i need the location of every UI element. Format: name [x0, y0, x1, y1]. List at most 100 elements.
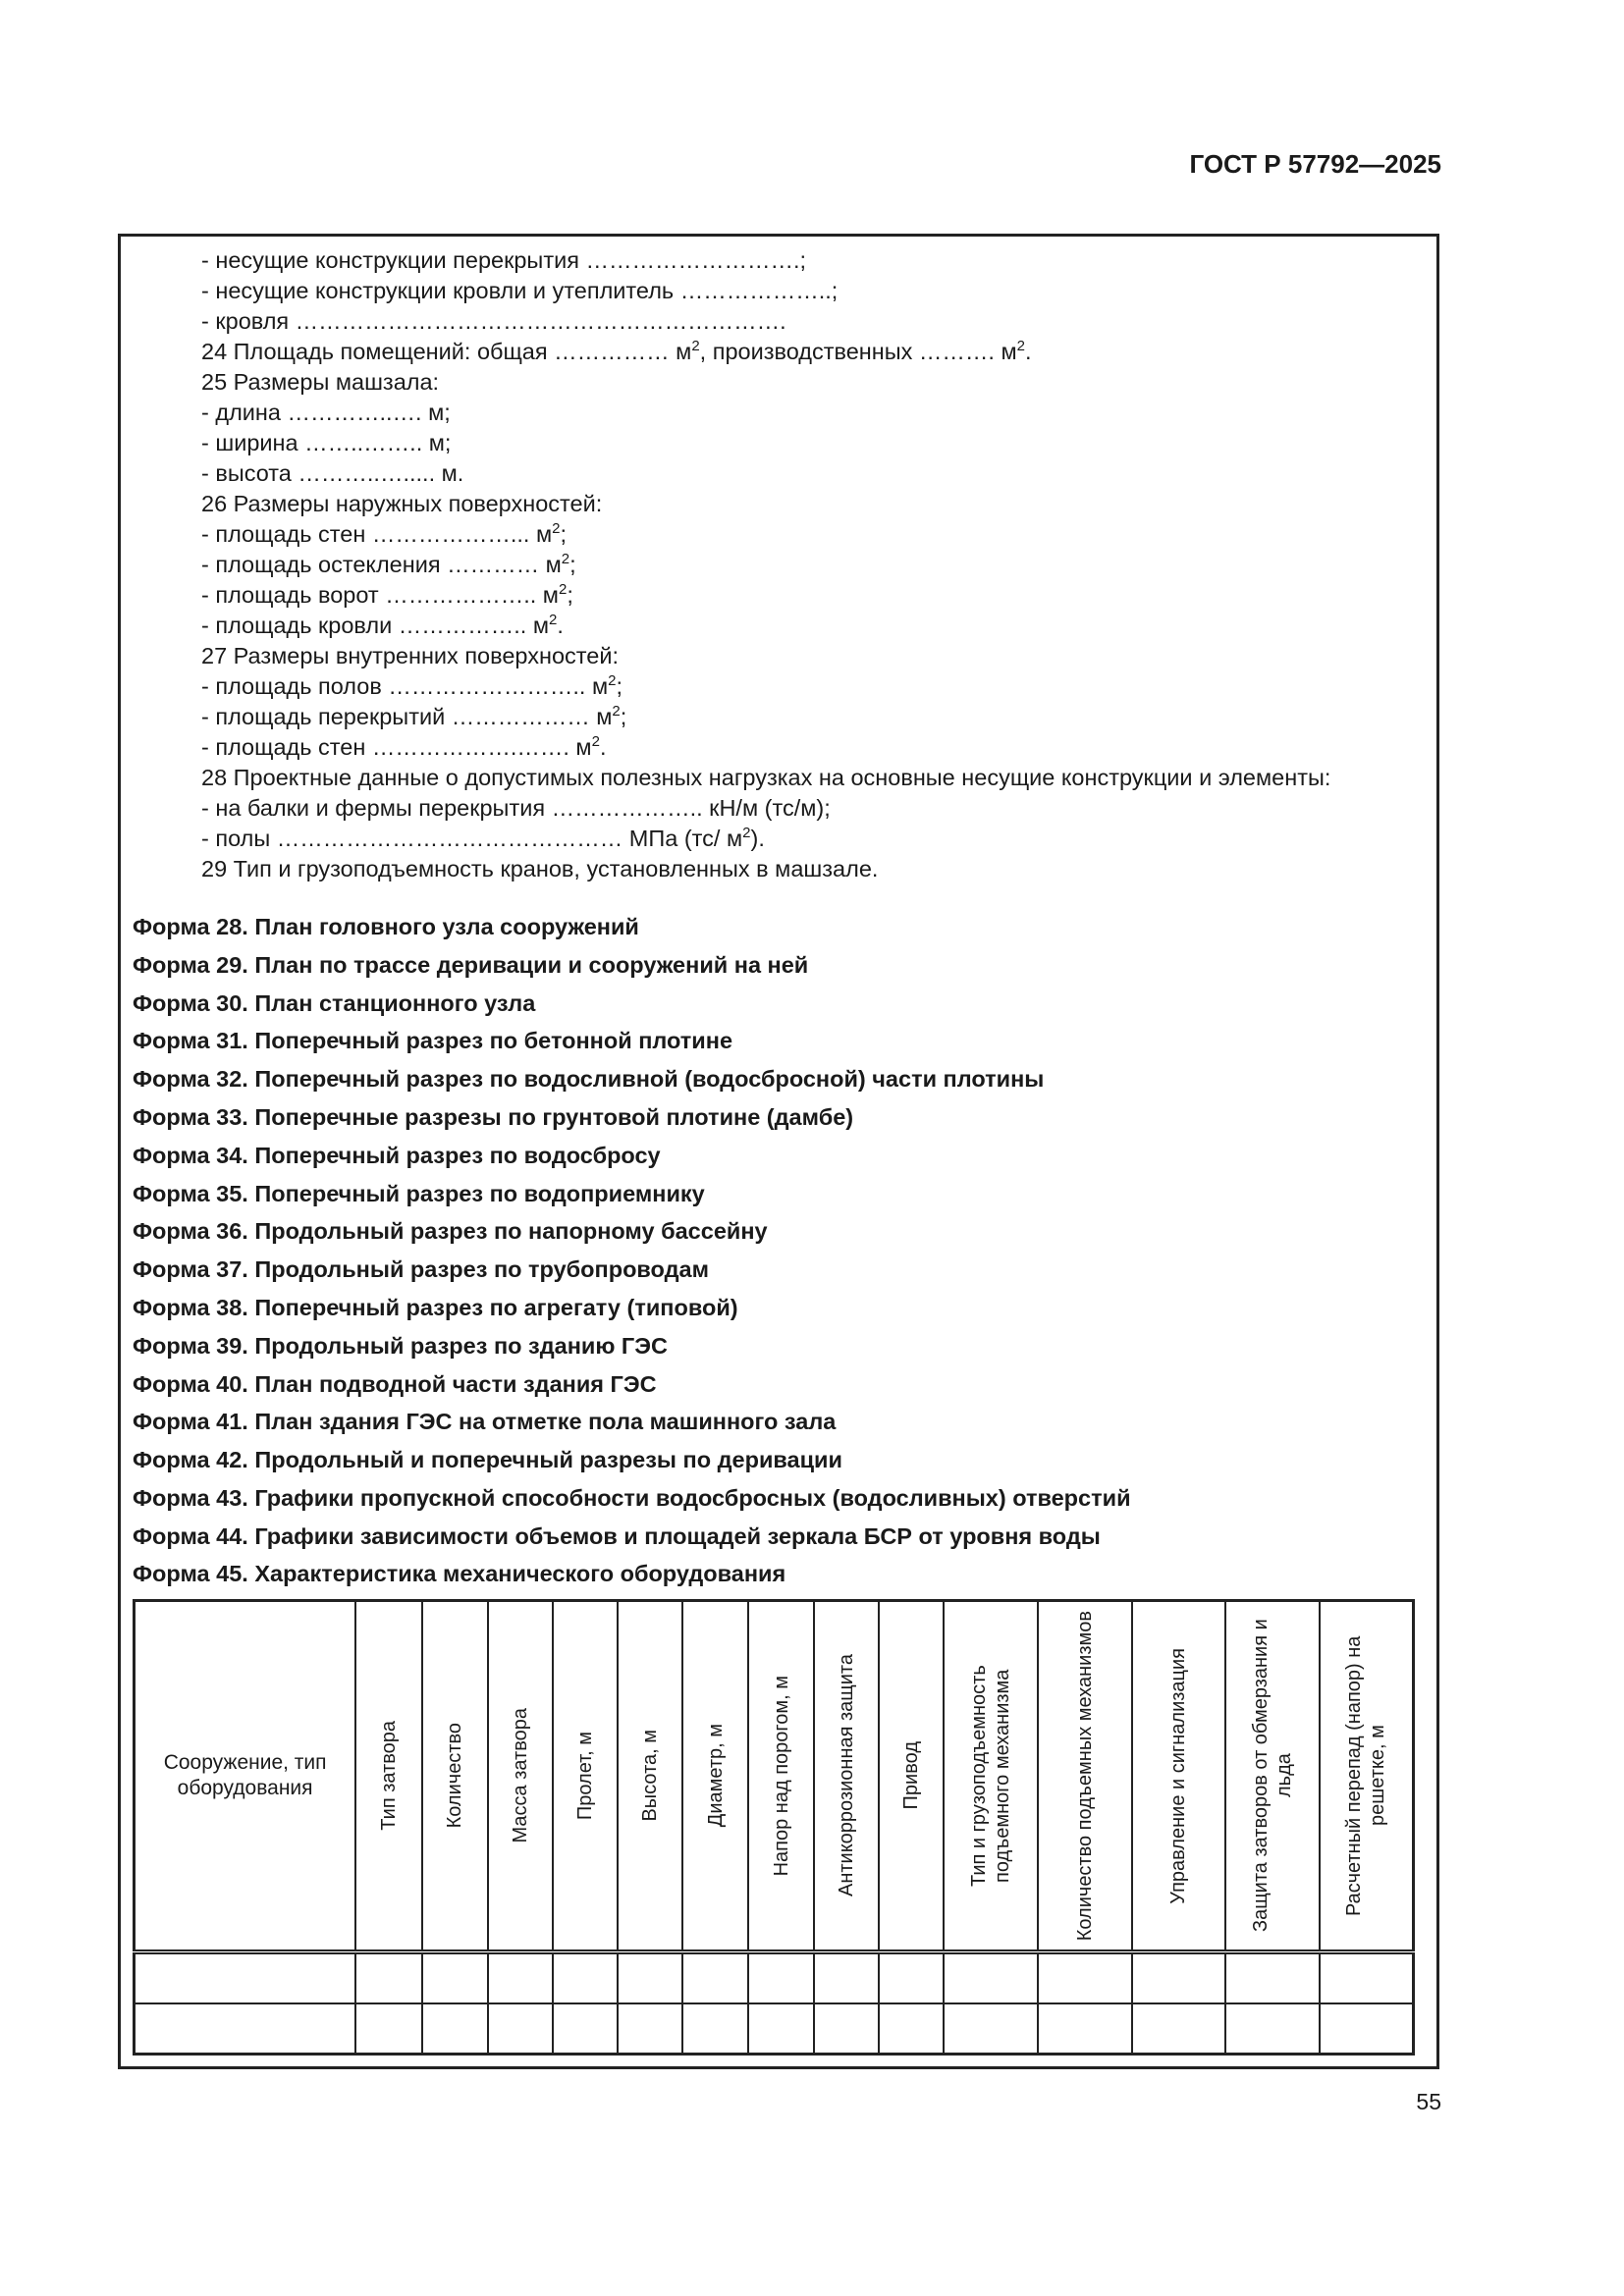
- text-line: 29 Тип и грузоподъемность кранов, устано…: [201, 854, 1330, 884]
- form-heading: Форма 31. Поперечный разрез по бетонной …: [133, 1028, 733, 1054]
- superscript: 2: [561, 551, 570, 568]
- column-header-label: Диаметр, м: [704, 1724, 727, 1828]
- superscript: 2: [742, 825, 751, 842]
- table-cell: [1223, 2002, 1321, 2056]
- text-line: - длина …………..…. м;: [201, 398, 1330, 428]
- table-cell: [354, 2002, 424, 2056]
- table-cell: [354, 1949, 424, 2004]
- column-header: Антикоррозионная защита: [812, 1599, 880, 1953]
- column-header: Масса затвора: [486, 1599, 554, 1953]
- form-heading: Форма 30. План станционного узла: [133, 989, 536, 1016]
- text: ;: [569, 552, 576, 577]
- table-cell: [551, 2002, 620, 2056]
- superscript: 2: [1016, 338, 1025, 355]
- text: 26 Размеры наружных поверхностей:: [201, 491, 603, 516]
- form-heading: Форма 32. Поперечный разрез по водосливн…: [133, 1066, 1045, 1093]
- text: - площадь ворот ……………….. м: [201, 582, 559, 608]
- text: , производственных ………. м: [699, 339, 1017, 364]
- text: - площадь остекления ………… м: [201, 552, 562, 577]
- table-cell: [133, 2002, 357, 2056]
- text: - несущие конструкции кровли и утеплител…: [201, 278, 839, 303]
- column-header: Тип затвора: [354, 1599, 424, 1953]
- form-heading: Форма 39. Продольный разрез по зданию ГЭ…: [133, 1332, 668, 1359]
- text: - площадь полов …………………….. м: [201, 673, 609, 699]
- table-row: [133, 1949, 1415, 2004]
- text: .: [599, 734, 607, 760]
- table-cell: [877, 1949, 946, 2004]
- text: ).: [750, 826, 765, 851]
- text-line: 24 Площадь помещений: общая …………… м2, пр…: [201, 337, 1330, 367]
- column-header-label: Масса затвора: [509, 1708, 531, 1843]
- mechanical-equipment-table: Сооружение, тип оборудования Тип затвора…: [133, 1599, 1415, 2056]
- table-cell: [1130, 1949, 1226, 2004]
- text-line: - площадь стен ………………... м2;: [201, 519, 1330, 550]
- document-code: ГОСТ Р 57792—2025: [1189, 149, 1441, 179]
- form-heading: Форма 41. План здания ГЭС на отметке пол…: [133, 1409, 837, 1435]
- form-heading: Форма 33. Поперечные разрезы по грунтово…: [133, 1103, 854, 1130]
- text-line: - кровля ……………………………………………………….: [201, 306, 1330, 337]
- text-line: - площадь стен ……………….……. м2.: [201, 732, 1330, 763]
- text-line: - полы ……………………………………… МПа (тс/ м2).: [201, 824, 1330, 854]
- table-cell: [681, 2002, 750, 2056]
- text: - площадь кровли …………….. м: [201, 613, 549, 638]
- column-header: Высота, м: [617, 1599, 684, 1953]
- table-cell: [812, 1949, 880, 2004]
- text: ;: [620, 704, 627, 729]
- text-line: 27 Размеры внутренних поверхностей:: [201, 641, 1330, 671]
- column-header: Напор над порогом, м: [747, 1599, 815, 1953]
- superscript: 2: [691, 338, 700, 355]
- column-header: Тип и грузоподъемность подъемного механи…: [943, 1599, 1040, 1953]
- column-header-label: Количество подъемных механизмов: [1074, 1610, 1096, 1942]
- form-heading: Форма 42. Продольный и поперечный разрез…: [133, 1447, 842, 1473]
- text-line: - площадь ворот ……………….. м2;: [201, 580, 1330, 611]
- text: - полы ……………………………………… МПа (тс/ м: [201, 826, 743, 851]
- form-heading: Форма 44. Графики зависимости объемов и …: [133, 1522, 1101, 1549]
- column-header-label: Защита затворов от обмерзания и льда: [1249, 1619, 1295, 1933]
- table-cell: [421, 2002, 489, 2056]
- table-cell: [812, 2002, 880, 2056]
- text: - площадь перекрытий ……………… м: [201, 704, 613, 729]
- text: - несущие конструкции перекрытия ……………………: [201, 247, 807, 273]
- text: - площадь стен ……………….……. м: [201, 734, 592, 760]
- column-header-label: Количество: [444, 1723, 466, 1829]
- column-header-label: Привод: [899, 1741, 922, 1810]
- superscript: 2: [612, 703, 621, 721]
- table-cell: [1318, 2002, 1415, 2056]
- table-cell: [1318, 1949, 1415, 2004]
- column-header-label: Расчетный перепад (напор) на решетке, м: [1343, 1635, 1389, 1916]
- text: - высота ………..…..... м.: [201, 460, 464, 486]
- table-cell: [486, 2002, 554, 2056]
- superscript: 2: [552, 520, 561, 538]
- superscript: 2: [608, 672, 617, 690]
- form-heading: Форма 37. Продольный разрез по трубопров…: [133, 1256, 709, 1283]
- page-number: 55: [1416, 2089, 1441, 2114]
- text: - кровля ……………………………………………………….: [201, 308, 786, 334]
- table-row: [133, 2002, 1415, 2056]
- form-heading: Форма 38. Поперечный разрез по агрегату …: [133, 1294, 738, 1320]
- form-heading: Форма 40. План подводной части здания ГЭ…: [133, 1370, 657, 1397]
- content-frame: [118, 234, 1439, 2069]
- table-cell: [1130, 2002, 1226, 2056]
- text-line: - площадь полов …………………….. м2;: [201, 671, 1330, 702]
- column-header-label: Антикоррозионная защита: [835, 1654, 857, 1897]
- form-text-lines: - несущие конструкции перекрытия ……………………: [201, 245, 1330, 884]
- text: 27 Размеры внутренних поверхностей:: [201, 643, 619, 668]
- text-line: - площадь перекрытий ……………… м2;: [201, 702, 1330, 732]
- table-cell: [133, 1949, 357, 2004]
- column-header-label: Тип и грузоподъемность подъемного механи…: [968, 1665, 1014, 1887]
- form-heading: Форма 35. Поперечный разрез по водоприем…: [133, 1180, 705, 1206]
- column-header-label: Тип затвора: [378, 1721, 401, 1831]
- superscript: 2: [558, 581, 568, 599]
- table-cell: [1037, 2002, 1133, 2056]
- text: - на балки и фермы перекрытия ……………….. к…: [201, 795, 831, 821]
- text: ;: [567, 582, 573, 608]
- table-cell: [877, 2002, 946, 2056]
- column-header: Количество подъемных механизмов: [1037, 1599, 1133, 1953]
- text-line: - несущие конструкции перекрытия ……………………: [201, 245, 1330, 276]
- text: - длина …………..…. м;: [201, 400, 451, 425]
- column-header: Защита затворов от обмерзания и льда: [1223, 1599, 1321, 1953]
- column-header-label: Напор над порогом, м: [770, 1675, 792, 1877]
- column-header: Расчетный перепад (напор) на решетке, м: [1318, 1599, 1415, 1953]
- text-line: - на балки и фермы перекрытия ……………….. к…: [201, 793, 1330, 824]
- column-header: Управление и сигнализация: [1130, 1599, 1226, 1953]
